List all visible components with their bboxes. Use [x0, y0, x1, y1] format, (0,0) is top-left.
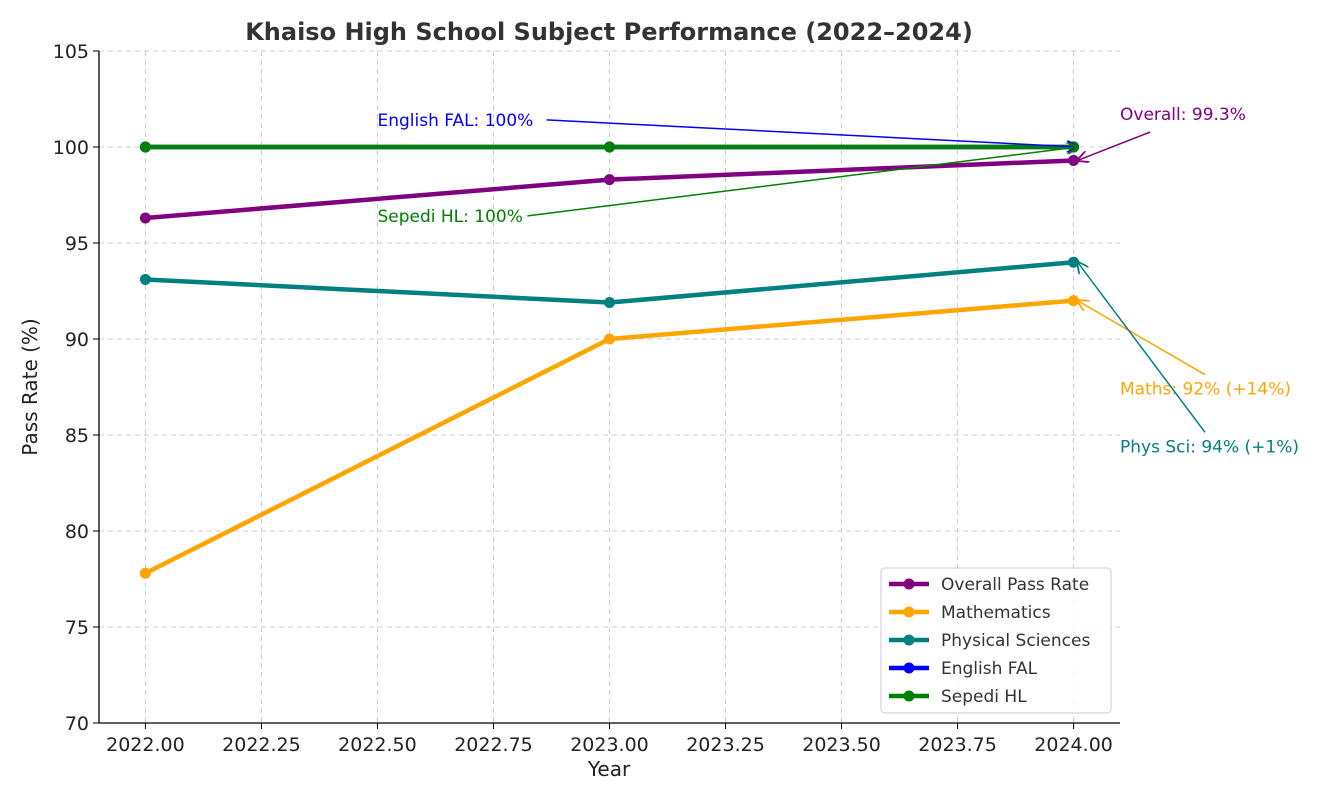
data-point — [139, 567, 151, 579]
y-tick-label: 85 — [65, 425, 89, 447]
annotation-label: English FAL: 100% — [377, 111, 533, 131]
legend-label: Sepedi HL — [941, 687, 1027, 707]
x-tick-label: 2022.50 — [338, 734, 417, 756]
legend-label: Overall Pass Rate — [941, 575, 1089, 595]
axes: 2022.00 2022.25 2022.50 2022.75 2023.00 2023.… — [53, 41, 1120, 756]
data-point — [604, 174, 615, 186]
annotation-label: Overall: 99.3% — [1120, 105, 1246, 125]
x-tick-label: 2022.25 — [222, 734, 301, 756]
legend-marker — [903, 662, 915, 674]
y-axis-label: Pass Rate (%) — [18, 318, 42, 455]
data-point — [604, 333, 615, 345]
annotation-arrow — [546, 119, 1078, 147]
annotation-label: Sepedi HL: 100% — [377, 207, 522, 227]
y-tick-label: 90 — [65, 329, 89, 351]
legend-label: Mathematics — [941, 603, 1051, 623]
legend-marker — [903, 578, 915, 590]
annotation-label: Phys Sci: 94% (+1%) — [1120, 437, 1299, 457]
legend-marker — [903, 690, 915, 702]
legend-marker — [903, 606, 915, 618]
data-point — [604, 141, 615, 153]
y-tick-label: 75 — [65, 617, 89, 639]
legend: Overall Pass Rate Mathematics Physical Sci… — [880, 567, 1112, 714]
chart-title: Khaiso High School Subject Performance (… — [245, 18, 973, 46]
data-point — [139, 141, 151, 153]
y-tick-label: 95 — [65, 233, 89, 255]
y-tick-label: 80 — [65, 521, 89, 543]
x-tick-label: 2023.00 — [570, 734, 649, 756]
x-tick-label: 2022.00 — [106, 734, 185, 756]
annotation-arrow — [1078, 262, 1206, 433]
data-point — [139, 273, 151, 285]
annotation-label: Maths: 92% (+14%) — [1120, 380, 1291, 400]
annotations: English FAL: 100% Sepedi HL: 100% Overall:… — [377, 105, 1299, 457]
data-point — [1068, 256, 1080, 268]
data-point — [604, 297, 615, 309]
x-tick-label: 2024.00 — [1034, 734, 1113, 756]
y-tick-label: 105 — [53, 41, 89, 63]
x-tick-label: 2023.75 — [918, 734, 997, 756]
data-point — [1068, 154, 1080, 166]
annotation-arrow — [527, 147, 1077, 217]
x-tick-label: 2023.50 — [802, 734, 881, 756]
legend-label: Physical Sciences — [941, 631, 1090, 651]
y-tick-label: 100 — [53, 137, 89, 159]
data-point — [139, 212, 151, 224]
legend-box — [880, 567, 1112, 714]
y-tick-label: 70 — [65, 713, 89, 735]
x-axis-label: Year — [587, 757, 631, 781]
x-tick-label: 2023.25 — [686, 734, 765, 756]
legend-label: English FAL — [941, 659, 1038, 679]
x-tick-label: 2022.75 — [454, 734, 533, 756]
legend-marker — [903, 634, 915, 646]
annotation-arrow — [1078, 131, 1151, 160]
annotation-arrow — [1078, 301, 1206, 376]
data-point — [1068, 295, 1080, 307]
